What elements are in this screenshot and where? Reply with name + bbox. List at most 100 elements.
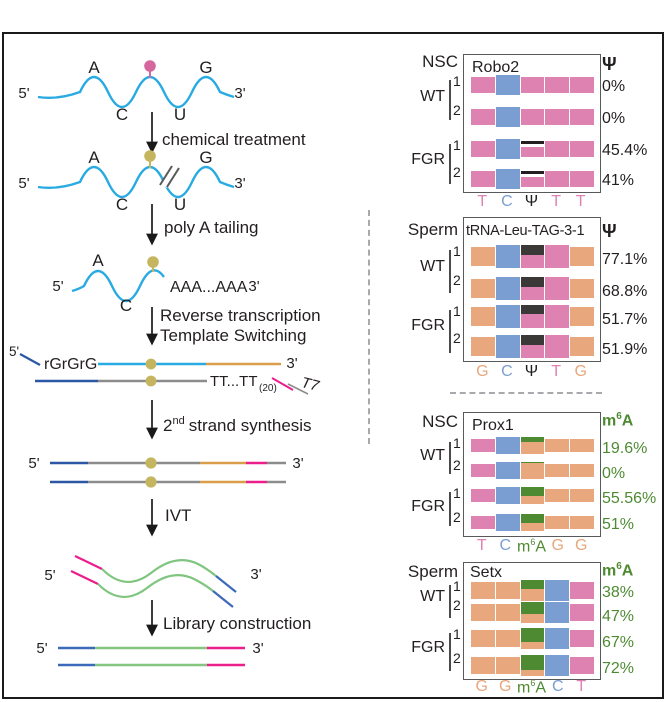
three-prime-label: 3' [234, 85, 245, 102]
segment-fill [545, 489, 570, 502]
break-mask [161, 161, 182, 188]
three-prime-label: 3' [250, 566, 261, 583]
read-segment-pink [471, 516, 495, 529]
read-segment-orange [520, 655, 545, 676]
read-segment-pink [570, 630, 594, 647]
site-marker [520, 305, 545, 315]
five-prime-label: 5' [28, 455, 39, 472]
segment-fill [545, 655, 570, 676]
segment-fill [495, 462, 520, 479]
read-segment-orange [545, 464, 570, 477]
read-segment-blue [495, 437, 520, 454]
base-label: C [499, 537, 512, 554]
segment-fill [471, 109, 495, 125]
gene-title: Setx [470, 564, 503, 581]
segment-fill [471, 464, 495, 477]
read-bar [471, 139, 594, 159]
read-bar [471, 462, 594, 479]
step-second-strand: 2nd strand synthesis [146, 400, 312, 440]
segment-fill [495, 335, 520, 358]
segment-fill [520, 463, 545, 479]
read-segment-blue [545, 655, 570, 676]
t7-strand-line [287, 383, 309, 395]
read-bar [471, 655, 594, 676]
segment-fill [471, 337, 495, 356]
read-segment-orange [520, 514, 545, 531]
step-label: poly A tailing [164, 218, 259, 237]
group-label: NSC [422, 52, 458, 71]
step-chemical-treatment: chemical treatment [146, 112, 306, 154]
segment-fill [495, 437, 520, 454]
site-marker [520, 462, 545, 464]
poly-a-tail-label: AAA...AAA [170, 279, 248, 296]
read-segment-orange [545, 516, 570, 529]
segment-fill [570, 630, 594, 647]
read-bar [471, 75, 594, 95]
five-prime-label: 5' [44, 567, 55, 584]
adapter-line [212, 590, 234, 608]
base-label: G [575, 537, 588, 554]
segment-fill [495, 514, 520, 531]
replicate-label: 1 [453, 578, 461, 594]
segment-fill [520, 287, 545, 300]
read-segment-pink [545, 109, 570, 125]
labeled-site-icon [145, 457, 157, 469]
read-segment-blue [495, 514, 520, 531]
segment-fill [471, 439, 495, 452]
vertical-divider [368, 210, 370, 444]
segment-fill [545, 602, 570, 623]
rna-with-modification: 5' 3' A C U G [18, 58, 245, 124]
figure-border [2, 32, 664, 699]
replicate-label: 2 [453, 650, 461, 666]
read-segment-blue [495, 107, 520, 127]
read-segment-orange [570, 247, 594, 266]
base-label: T [576, 678, 587, 695]
three-prime-label: 3' [234, 175, 245, 192]
base-label: T [575, 193, 586, 210]
segment-fill [570, 604, 594, 621]
modification-header: Ψ [602, 54, 617, 74]
site-marker [520, 171, 545, 174]
percent-value: 67% [602, 634, 635, 651]
replicate-divider [449, 310, 451, 353]
read-segment-orange [520, 628, 545, 649]
replicate-divider [449, 442, 451, 474]
read-segment-orange [471, 630, 495, 647]
segment-fill [495, 277, 520, 300]
base-label: T [551, 363, 561, 380]
read-segment-orange [471, 657, 495, 674]
percent-value: 47% [602, 608, 635, 625]
ivt-rna-strand [101, 559, 217, 583]
segment-fill [495, 630, 520, 647]
oligo-dt-subscript: (20) [259, 383, 277, 394]
sequencing-box: Robo2 [463, 54, 601, 193]
sequencing-box: tRNA-Leu-TAG-3-1 [463, 217, 601, 362]
base-c-label: C [116, 105, 128, 124]
read-segment-blue [495, 487, 520, 504]
percent-value: 45.4% [602, 142, 648, 159]
read-segment-blue [495, 462, 520, 479]
panel-trna-leu: Sperm tRNA-Leu-TAG-3-1 Ψ 77.1% 68.8% 51.… [395, 209, 667, 387]
percent-value: 68.8% [602, 283, 648, 300]
segment-fill [545, 464, 570, 477]
three-prime-label: 3' [248, 278, 259, 295]
read-segment-blue [495, 305, 520, 328]
base-label: G [499, 678, 512, 695]
step-label: Template Switching [160, 326, 306, 345]
five-prime-label: 5' [52, 278, 63, 295]
labeled-site-icon [145, 358, 157, 370]
site-marker [520, 655, 545, 670]
percent-value: 51.7% [602, 311, 648, 328]
replicate-label: 1 [453, 243, 461, 259]
replicate-label: 2 [453, 597, 461, 613]
segment-fill [471, 307, 495, 326]
base-a-label: A [92, 251, 104, 270]
base-u-label: U [174, 105, 186, 124]
read-segment-pink [471, 489, 495, 502]
segment-fill [495, 604, 520, 621]
labeled-site-icon [144, 150, 156, 162]
segment-fill [545, 171, 570, 187]
segment-fill [520, 669, 545, 676]
